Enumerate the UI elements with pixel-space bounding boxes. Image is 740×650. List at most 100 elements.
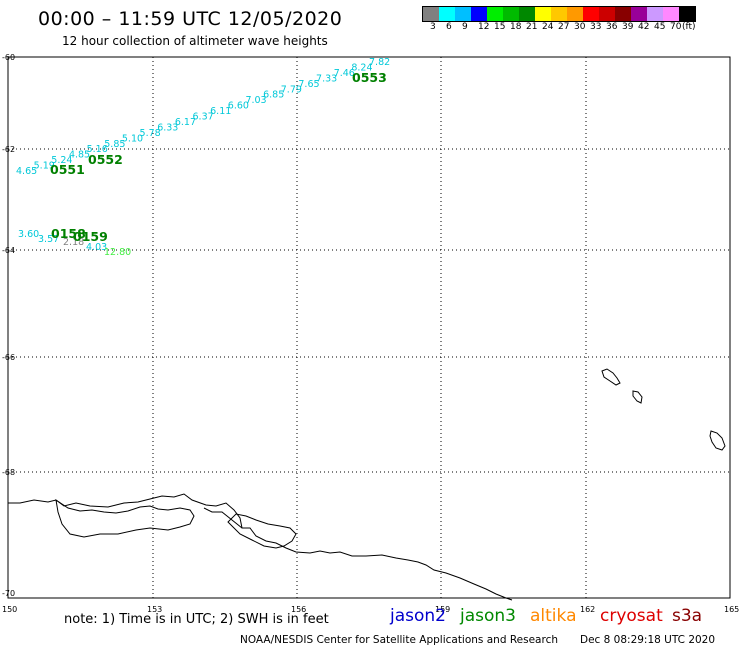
lat-tick-label: -68 (2, 468, 15, 477)
swh-value: 6.85 (263, 90, 284, 101)
swh-value: 6.11 (210, 106, 231, 117)
lon-tick-label: 150 (2, 605, 17, 614)
lat-tick-label: -60 (2, 53, 15, 62)
lon-tick-label: 162 (580, 605, 595, 614)
scale-swatch (679, 7, 695, 21)
swh-value: 4.85 (69, 150, 90, 161)
scale-swatch (519, 7, 535, 21)
scale-label: 15 (494, 22, 506, 32)
island-young (601, 368, 621, 386)
color-scale-legend (422, 6, 696, 22)
scale-swatch (535, 7, 551, 21)
scale-swatch (487, 7, 503, 21)
pass-time-label: 0159 (73, 229, 108, 244)
swh-value: 3.60 (18, 229, 39, 240)
swh-value: 5.16 (87, 144, 108, 155)
island-sturge (709, 430, 726, 451)
coastline-inlet (55, 498, 195, 538)
swh-value: 12.80 (104, 247, 131, 258)
swh-value: 7.03 (245, 95, 266, 106)
scale-swatch (583, 7, 599, 21)
coastline-peninsula (203, 507, 243, 529)
scale-label: 9 (462, 22, 468, 32)
scale-label: 39 (622, 22, 634, 32)
pass-time-label: 0551 (50, 162, 85, 177)
scale-label: 21 (526, 22, 538, 32)
generated-timestamp: Dec 8 08:29:18 UTC 2020 (580, 634, 716, 646)
scale-swatch (455, 7, 471, 21)
swh-value: 4.65 (16, 166, 37, 177)
lat-tick-label: -66 (2, 353, 15, 362)
scale-label: 18 (510, 22, 522, 32)
pass-time-label: 0158 (51, 226, 86, 241)
scale-label: 45 (654, 22, 666, 32)
pass-time-label: 0553 (352, 70, 387, 85)
swh-value: 5.10 (122, 133, 143, 144)
scale-label: 6 (446, 22, 452, 32)
scale-label: 24 (542, 22, 554, 32)
tick-labels: 150 153 156 159 162 165 -60 -62 -64 -66 -68 -70 (2, 53, 739, 614)
swh-value: 5.78 (140, 128, 161, 139)
scale-swatch (631, 7, 647, 21)
map-frame (7, 56, 731, 599)
chart-subtitle: 12 hour collection of altimeter wave hei… (62, 34, 328, 48)
scale-label: 36 (606, 22, 618, 32)
scale-label: 3 (430, 22, 436, 32)
scale-swatch (567, 7, 583, 21)
scale-swatch (471, 7, 487, 21)
swh-value: 5.24 (51, 155, 72, 166)
pass-time-label: 0552 (88, 152, 123, 167)
scale-label: 27 (558, 22, 570, 32)
scale-swatch (423, 7, 439, 21)
swh-value: 4.03 (86, 242, 107, 253)
lon-tick-label: 153 (147, 605, 162, 614)
swh-value: 6.37 (193, 112, 214, 123)
coastline-antarctica (8, 493, 513, 601)
swh-value: 7.82 (369, 57, 390, 68)
swh-value: 7.33 (316, 73, 337, 84)
swh-value: 6.17 (175, 117, 196, 128)
lon-tick-label: 156 (291, 605, 306, 614)
lon-tick-label: 159 (435, 605, 450, 614)
coastline-tongue (227, 513, 297, 549)
mission-label: s3a (672, 606, 703, 626)
lon-tick-label: 165 (724, 605, 739, 614)
swh-value: 6.33 (157, 122, 178, 133)
chart-title: 00:00 – 11:59 UTC 12/05/2020 (38, 8, 343, 30)
swh-value: 5.85 (104, 139, 125, 150)
swh-value: 8.24 (351, 62, 372, 73)
scale-label: 30 (574, 22, 586, 32)
lat-tick-label: -64 (2, 246, 15, 255)
swh-value: 7.79 (281, 84, 302, 95)
scale-label: 12 (478, 22, 490, 32)
scale-swatch (647, 7, 663, 21)
wave-height-values: 7.828.247.467.337.657.796.857.036.606.11… (16, 57, 390, 258)
mission-label: jason3 (460, 606, 516, 626)
lat-tick-label: -62 (2, 145, 15, 154)
scale-label: (ft) (682, 22, 696, 32)
island-buckle (632, 390, 643, 404)
scale-swatch (663, 7, 679, 21)
graticule (8, 57, 730, 598)
swh-value: 7.46 (334, 68, 355, 79)
swh-value: 7.65 (298, 79, 319, 90)
scale-swatch (599, 7, 615, 21)
scale-label: 42 (638, 22, 650, 32)
mission-label: cryosat (600, 606, 663, 626)
scale-swatch (551, 7, 567, 21)
lat-tick-label: -70 (2, 589, 15, 598)
scale-swatch (615, 7, 631, 21)
swh-value: 5.19 (34, 161, 55, 172)
units-note: note: 1) Time is in UTC; 2) SWH is in fe… (64, 612, 329, 627)
mission-label: altika (530, 606, 577, 626)
swh-value: 2.18 (63, 237, 84, 248)
credit-text: NOAA/NESDIS Center for Satellite Applica… (240, 634, 558, 646)
swh-value: 6.60 (228, 101, 249, 112)
scale-label: 33 (590, 22, 602, 32)
scale-swatch (439, 7, 455, 21)
scale-swatch (503, 7, 519, 21)
mission-label: jason2 (390, 606, 446, 626)
swh-value: 3.57 (38, 234, 59, 245)
scale-label: 70 (670, 22, 682, 32)
